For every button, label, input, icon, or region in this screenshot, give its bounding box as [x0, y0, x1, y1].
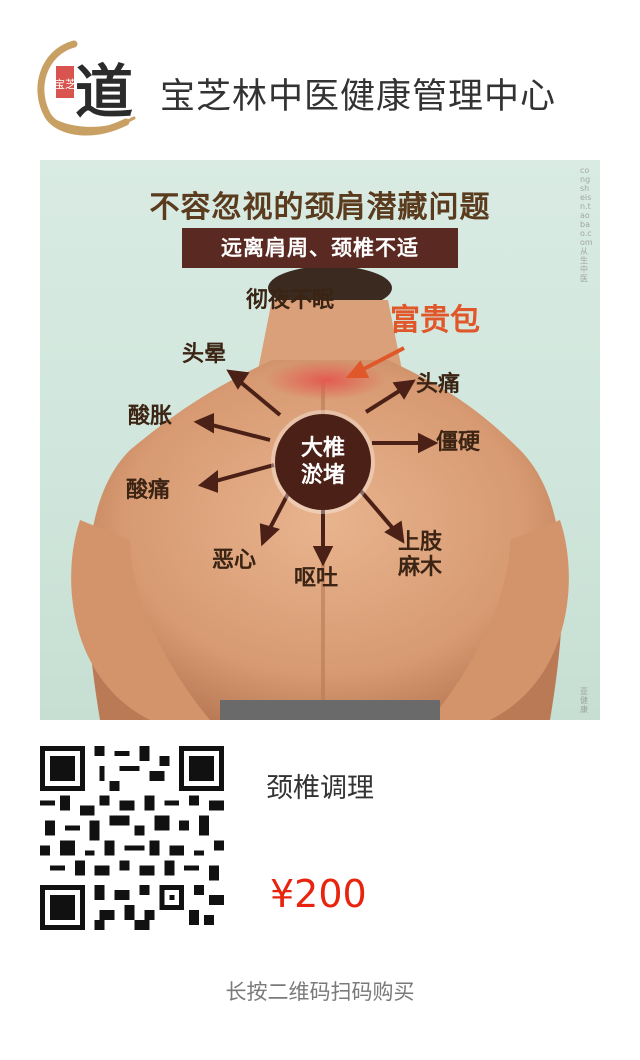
symptom-dizziness: 头晕: [182, 342, 227, 367]
svg-text:道: 道: [75, 58, 133, 126]
brand-logo: 宝芝 道: [37, 40, 136, 136]
symptom-nausea: 恶心: [212, 548, 257, 573]
back-illustration: [71, 266, 569, 720]
scan-hint: 长按二维码扫码购买: [225, 980, 415, 1004]
right-arm: [430, 520, 569, 720]
symptom-headache: 头痛: [416, 372, 461, 397]
callout-fugui-bao: 富贵包: [390, 303, 480, 338]
poster-subtitle: 远离肩周、颈椎不适: [182, 228, 458, 268]
product-name: 颈椎调理: [266, 773, 374, 804]
watermark-bottom: 亚健康: [580, 687, 588, 714]
symptom-vomiting: 呕吐: [294, 566, 339, 591]
watermark-side: congsheisn.taobao.com 从生中医: [580, 166, 593, 283]
symptom-arrows: [193, 346, 439, 567]
symptom-limb-numbness: 上肢 麻木: [398, 530, 443, 581]
header: 宝芝 道 宝芝林中医健康管理中心: [0, 0, 640, 150]
dazhui-blockage-badge: 大椎 淤堵: [275, 414, 371, 510]
neck: [258, 300, 402, 370]
waistband: [220, 700, 440, 720]
left-arm: [71, 520, 210, 720]
symptom-stiffness: 僵硬: [436, 430, 481, 455]
poster-title: 不容忽视的颈肩潜藏问题: [149, 190, 491, 225]
qr-code[interactable]: [40, 746, 224, 930]
svg-text:宝芝: 宝芝: [54, 77, 76, 91]
product-price: ¥200: [270, 872, 367, 916]
hair: [268, 266, 392, 310]
brand-name: 宝芝林中医健康管理中心: [160, 77, 557, 117]
symptom-aching: 酸痛: [126, 478, 171, 503]
product-poster: 不容忽视的颈肩潜藏问题 远离肩周、颈椎不适 彻夜不眠 富贵包 头晕 头痛 酸胀 …: [40, 160, 600, 720]
symptom-insomnia: 彻夜不眠: [246, 288, 335, 313]
symptom-soreness-swelling: 酸胀: [128, 404, 173, 429]
